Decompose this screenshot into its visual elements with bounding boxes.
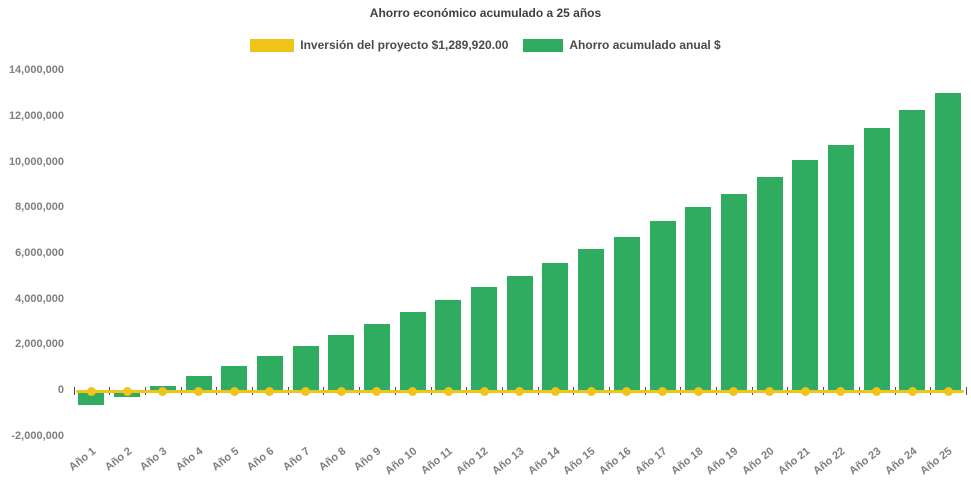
x-axis-category-label: Año 19 xyxy=(704,445,741,478)
legend-item-savings: Ahorro acumulado anual $ xyxy=(523,38,721,52)
savings-swatch-icon xyxy=(523,38,564,52)
y-axis-tick-label: 0 xyxy=(57,384,64,396)
bar xyxy=(685,207,712,390)
legend-label-savings: Ahorro acumulado anual $ xyxy=(569,38,721,52)
x-axis-category-label: Año 5 xyxy=(209,445,241,474)
investment-line-marker xyxy=(86,387,96,396)
investment-line-marker xyxy=(158,387,168,396)
investment-line-marker xyxy=(658,387,668,396)
x-axis-category-label: Año 2 xyxy=(102,445,134,474)
bar xyxy=(399,312,426,390)
y-axis-tick-label: 12,000,000 xyxy=(8,110,64,123)
bar xyxy=(578,249,605,390)
chart-legend: Inversión del proyecto $1,289,920.00 Aho… xyxy=(0,38,971,52)
bar xyxy=(328,334,355,390)
bar xyxy=(78,390,105,405)
x-axis-category-label: Año 10 xyxy=(383,445,420,478)
investment-line-marker xyxy=(408,387,418,396)
y-axis-tick-label: 4,000,000 xyxy=(15,292,64,305)
investment-line-marker xyxy=(122,387,132,396)
investment-swatch-icon xyxy=(250,38,295,52)
x-axis-category-label: Año 17 xyxy=(632,445,670,478)
investment-line-marker xyxy=(265,387,275,396)
bar xyxy=(613,236,640,390)
y-axis-tick-label: -2,000,000 xyxy=(11,429,64,442)
investment-line-marker xyxy=(693,387,703,396)
x-axis-category-label: Año 9 xyxy=(352,445,384,474)
investment-line-marker xyxy=(301,387,311,396)
investment-line-marker xyxy=(550,387,560,396)
investment-line-marker xyxy=(872,387,882,396)
x-axis-category-label: Año 15 xyxy=(561,445,598,478)
x-axis-category-label: Año 3 xyxy=(138,445,170,474)
y-axis-tick-label: 6,000,000 xyxy=(15,247,64,260)
x-axis-category-label: Año 8 xyxy=(316,445,348,474)
y-axis-tick-label: 8,000,000 xyxy=(15,201,64,214)
x-axis-category-label: Año 23 xyxy=(847,445,884,478)
legend-item-investment: Inversión del proyecto $1,289,920.00 xyxy=(250,38,508,52)
x-axis-category-label: Año 18 xyxy=(668,445,705,478)
bar xyxy=(292,346,319,390)
investment-line-marker xyxy=(515,387,525,396)
bar xyxy=(649,221,676,390)
x-axis-category-label: Año 6 xyxy=(245,445,277,474)
investment-line-marker xyxy=(443,387,453,396)
y-axis-tick-label: 14,000,000 xyxy=(8,64,64,77)
chart-title: Ahorro económico acumulado a 25 años xyxy=(369,6,602,20)
investment-line-marker xyxy=(372,387,382,396)
x-axis-category-label: Año 4 xyxy=(173,445,206,474)
investment-line-marker xyxy=(800,387,810,396)
investment-line-marker xyxy=(479,387,489,396)
x-axis-category-label: Año 16 xyxy=(597,445,634,478)
x-axis-category-label: Año 7 xyxy=(280,445,313,474)
bar xyxy=(221,366,248,390)
bar xyxy=(899,110,926,390)
investment-line-marker xyxy=(586,387,596,396)
x-axis-category-label: Año 25 xyxy=(918,445,955,478)
investment-line-marker xyxy=(943,387,953,396)
x-axis-category-label: Año 20 xyxy=(740,445,777,478)
bar xyxy=(792,160,819,390)
x-axis-category-label: Año 14 xyxy=(525,445,563,478)
bar xyxy=(827,145,854,390)
x-axis-category-label: Año 24 xyxy=(882,445,920,478)
bar xyxy=(756,177,783,390)
x-axis-category-label: Año 1 xyxy=(66,445,99,474)
x-axis-category-label: Año 22 xyxy=(811,445,848,478)
x-axis-category-label: Año 21 xyxy=(775,445,812,478)
bar xyxy=(256,355,283,390)
bar xyxy=(542,263,569,390)
bar xyxy=(363,323,390,390)
bar xyxy=(506,275,533,390)
investment-line-marker xyxy=(907,387,917,396)
investment-line-marker xyxy=(194,387,204,396)
y-axis-tick-label: 2,000,000 xyxy=(15,338,64,351)
x-axis-category-label: Año 13 xyxy=(490,445,527,478)
legend-label-investment: Inversión del proyecto $1,289,920.00 xyxy=(300,38,509,52)
x-axis-category-label: Año 11 xyxy=(419,445,456,477)
investment-line-marker xyxy=(229,387,239,396)
y-axis-tick-label: 10,000,000 xyxy=(8,155,64,168)
investment-line-marker xyxy=(336,387,346,396)
bar xyxy=(471,287,498,390)
investment-line-marker xyxy=(622,387,632,396)
bar xyxy=(935,92,962,390)
investment-line-marker xyxy=(836,387,846,396)
x-axis-tick xyxy=(73,387,75,395)
bar xyxy=(185,375,212,390)
investment-line-marker xyxy=(765,387,775,396)
x-axis-category-label: Año 12 xyxy=(454,445,491,478)
bar xyxy=(863,128,890,390)
investment-line-marker xyxy=(729,387,739,396)
bar xyxy=(720,193,747,390)
x-axis-tick xyxy=(965,387,967,395)
bar xyxy=(435,300,462,390)
